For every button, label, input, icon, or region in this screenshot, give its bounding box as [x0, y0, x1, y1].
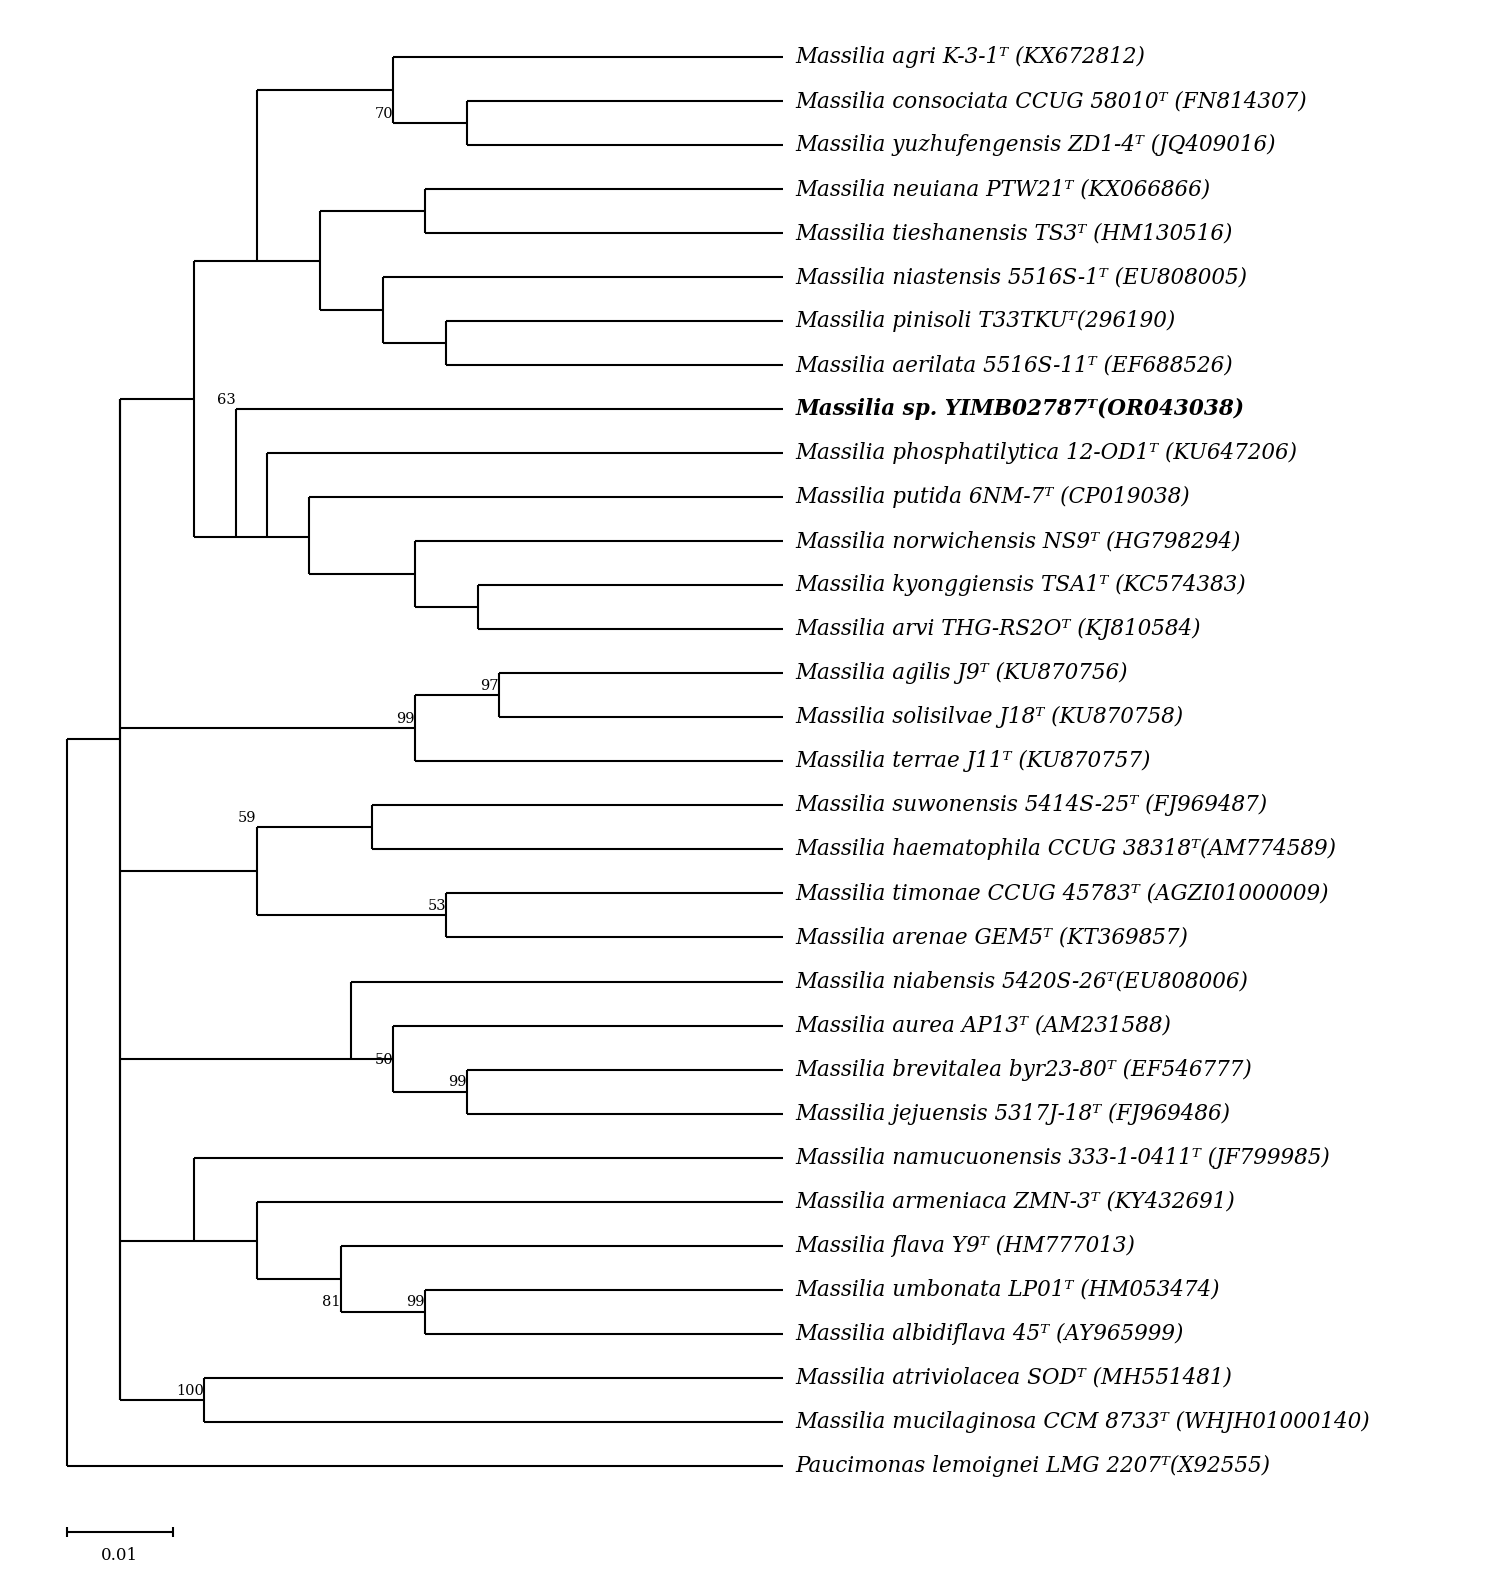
Text: 53: 53 — [427, 899, 445, 913]
Text: 59: 59 — [238, 811, 256, 825]
Text: Massilia aerilata 5516S-11ᵀ (EF688526): Massilia aerilata 5516S-11ᵀ (EF688526) — [795, 354, 1233, 376]
Text: 81: 81 — [322, 1296, 340, 1310]
Text: Massilia yuzhufengensis ZD1-4ᵀ (JQ409016): Massilia yuzhufengensis ZD1-4ᵀ (JQ409016… — [795, 134, 1276, 156]
Text: Massilia haematophila CCUG 38318ᵀ(AM774589): Massilia haematophila CCUG 38318ᵀ(AM7745… — [795, 839, 1336, 861]
Text: Massilia mucilaginosa CCM 8733ᵀ (WHJH01000140): Massilia mucilaginosa CCM 8733ᵀ (WHJH010… — [795, 1411, 1370, 1433]
Text: Massilia armeniaca ZMN-3ᵀ (KY432691): Massilia armeniaca ZMN-3ᵀ (KY432691) — [795, 1191, 1234, 1212]
Text: Massilia sp. YIMB02787ᵀ(OR043038): Massilia sp. YIMB02787ᵀ(OR043038) — [795, 398, 1245, 420]
Text: Massilia solisilvae J18ᵀ (KU870758): Massilia solisilvae J18ᵀ (KU870758) — [795, 706, 1184, 728]
Text: Massilia suwonensis 5414S-25ᵀ (FJ969487): Massilia suwonensis 5414S-25ᵀ (FJ969487) — [795, 795, 1268, 817]
Text: Massilia arvi THG-RS2Oᵀ (KJ810584): Massilia arvi THG-RS2Oᵀ (KJ810584) — [795, 618, 1202, 640]
Text: 0.01: 0.01 — [102, 1547, 138, 1564]
Text: Massilia atriviolacea SODᵀ (MH551481): Massilia atriviolacea SODᵀ (MH551481) — [795, 1367, 1233, 1389]
Text: 70: 70 — [375, 107, 393, 120]
Text: Massilia phosphatilytica 12-OD1ᵀ (KU647206): Massilia phosphatilytica 12-OD1ᵀ (KU6472… — [795, 442, 1298, 465]
Text: Massilia putida 6NM-7ᵀ (CP019038): Massilia putida 6NM-7ᵀ (CP019038) — [795, 487, 1190, 509]
Text: Massilia umbonata LP01ᵀ (HM053474): Massilia umbonata LP01ᵀ (HM053474) — [795, 1278, 1220, 1300]
Text: Massilia albidiflava 45ᵀ (AY965999): Massilia albidiflava 45ᵀ (AY965999) — [795, 1322, 1184, 1345]
Text: Massilia neuiana PTW21ᵀ (KX066866): Massilia neuiana PTW21ᵀ (KX066866) — [795, 179, 1210, 201]
Text: Massilia niabensis 5420S-26ᵀ(EU808006): Massilia niabensis 5420S-26ᵀ(EU808006) — [795, 970, 1248, 992]
Text: 97: 97 — [480, 679, 498, 694]
Text: 100: 100 — [176, 1384, 204, 1398]
Text: 99: 99 — [406, 1296, 424, 1310]
Text: Massilia agri K-3-1ᵀ (KX672812): Massilia agri K-3-1ᵀ (KX672812) — [795, 46, 1146, 68]
Text: Paucimonas lemoignei LMG 2207ᵀ(X92555): Paucimonas lemoignei LMG 2207ᵀ(X92555) — [795, 1455, 1270, 1477]
Text: 99: 99 — [396, 713, 414, 727]
Text: Massilia pinisoli T33TKUᵀ(296190): Massilia pinisoli T33TKUᵀ(296190) — [795, 310, 1176, 332]
Text: 50: 50 — [375, 1054, 393, 1068]
Text: Massilia niastensis 5516S-1ᵀ (EU808005): Massilia niastensis 5516S-1ᵀ (EU808005) — [795, 265, 1248, 288]
Text: Massilia arenae GEM5ᵀ (KT369857): Massilia arenae GEM5ᵀ (KT369857) — [795, 926, 1188, 948]
Text: Massilia namucuonensis 333-1-0411ᵀ (JF799985): Massilia namucuonensis 333-1-0411ᵀ (JF79… — [795, 1147, 1330, 1169]
Text: Massilia jejuensis 5317J-18ᵀ (FJ969486): Massilia jejuensis 5317J-18ᵀ (FJ969486) — [795, 1103, 1230, 1125]
Text: Massilia terrae J11ᵀ (KU870757): Massilia terrae J11ᵀ (KU870757) — [795, 750, 1150, 773]
Text: Massilia brevitalea byr23-80ᵀ (EF546777): Massilia brevitalea byr23-80ᵀ (EF546777) — [795, 1059, 1252, 1081]
Text: Massilia agilis J9ᵀ (KU870756): Massilia agilis J9ᵀ (KU870756) — [795, 662, 1128, 684]
Text: Massilia kyonggiensis TSA1ᵀ (KC574383): Massilia kyonggiensis TSA1ᵀ (KC574383) — [795, 574, 1246, 596]
Text: Massilia aurea AP13ᵀ (AM231588): Massilia aurea AP13ᵀ (AM231588) — [795, 1014, 1172, 1036]
Text: Massilia tieshanensis TS3ᵀ (HM130516): Massilia tieshanensis TS3ᵀ (HM130516) — [795, 223, 1233, 243]
Text: Massilia consociata CCUG 58010ᵀ (FN814307): Massilia consociata CCUG 58010ᵀ (FN81430… — [795, 90, 1306, 112]
Text: Massilia timonae CCUG 45783ᵀ (AGZI01000009): Massilia timonae CCUG 45783ᵀ (AGZI010000… — [795, 883, 1329, 904]
Text: Massilia flava Y9ᵀ (HM777013): Massilia flava Y9ᵀ (HM777013) — [795, 1234, 1136, 1256]
Text: 99: 99 — [448, 1076, 466, 1089]
Text: 63: 63 — [217, 393, 236, 408]
Text: Massilia norwichensis NS9ᵀ (HG798294): Massilia norwichensis NS9ᵀ (HG798294) — [795, 531, 1240, 553]
